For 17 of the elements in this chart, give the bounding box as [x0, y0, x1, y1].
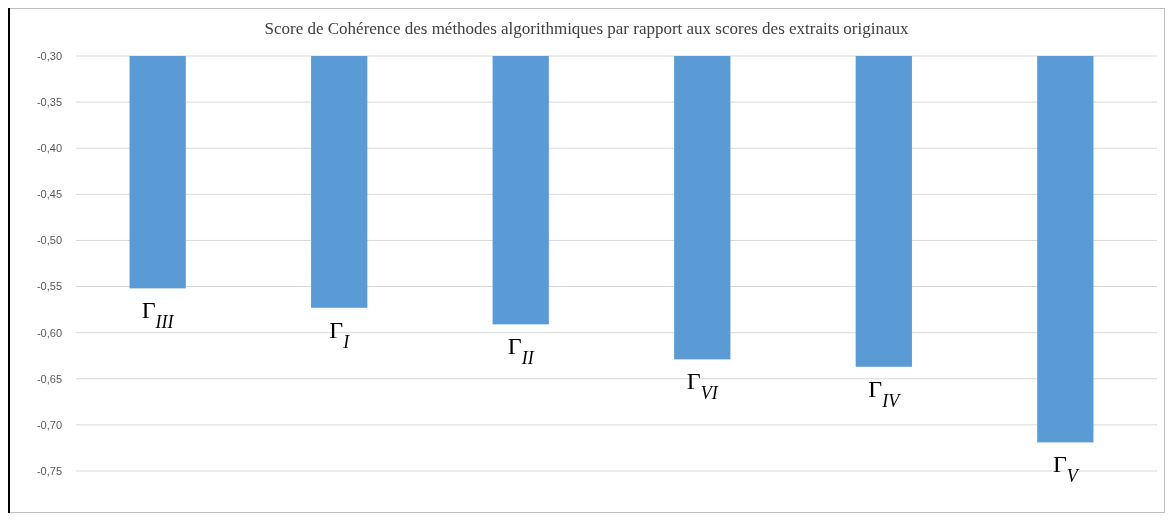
y-tick-label: -0,65	[36, 372, 62, 385]
y-tick-label: -0,75	[36, 464, 62, 477]
y-tick-label: -0,60	[36, 326, 62, 339]
x-tick-label: Γ$_{IV}$	[868, 375, 902, 411]
x-tick-label: Γ$_{III}$	[141, 297, 175, 333]
y-tick-label: -0,70	[36, 418, 62, 431]
y-tick-label: -0,45	[36, 188, 62, 201]
y-tick-label: -0,55	[36, 280, 62, 293]
y-tick-label: -0,30	[36, 49, 62, 62]
x-tick-label: Γ$_{V}$	[1052, 451, 1080, 487]
x-tick-label: Γ$_{I}$	[329, 316, 351, 352]
y-tick-label: -0,40	[36, 142, 62, 155]
x-tick-label: Γ$_{VI}$	[686, 368, 719, 404]
y-tick-label: -0,50	[36, 234, 62, 247]
y-tick-label: -0,35	[36, 95, 62, 108]
x-tick-label: Γ$_{II}$	[507, 333, 535, 369]
chart-title: Score de Cohérence des méthodes algorithmiques par rapport aux scores des extraits originaux	[264, 19, 909, 38]
